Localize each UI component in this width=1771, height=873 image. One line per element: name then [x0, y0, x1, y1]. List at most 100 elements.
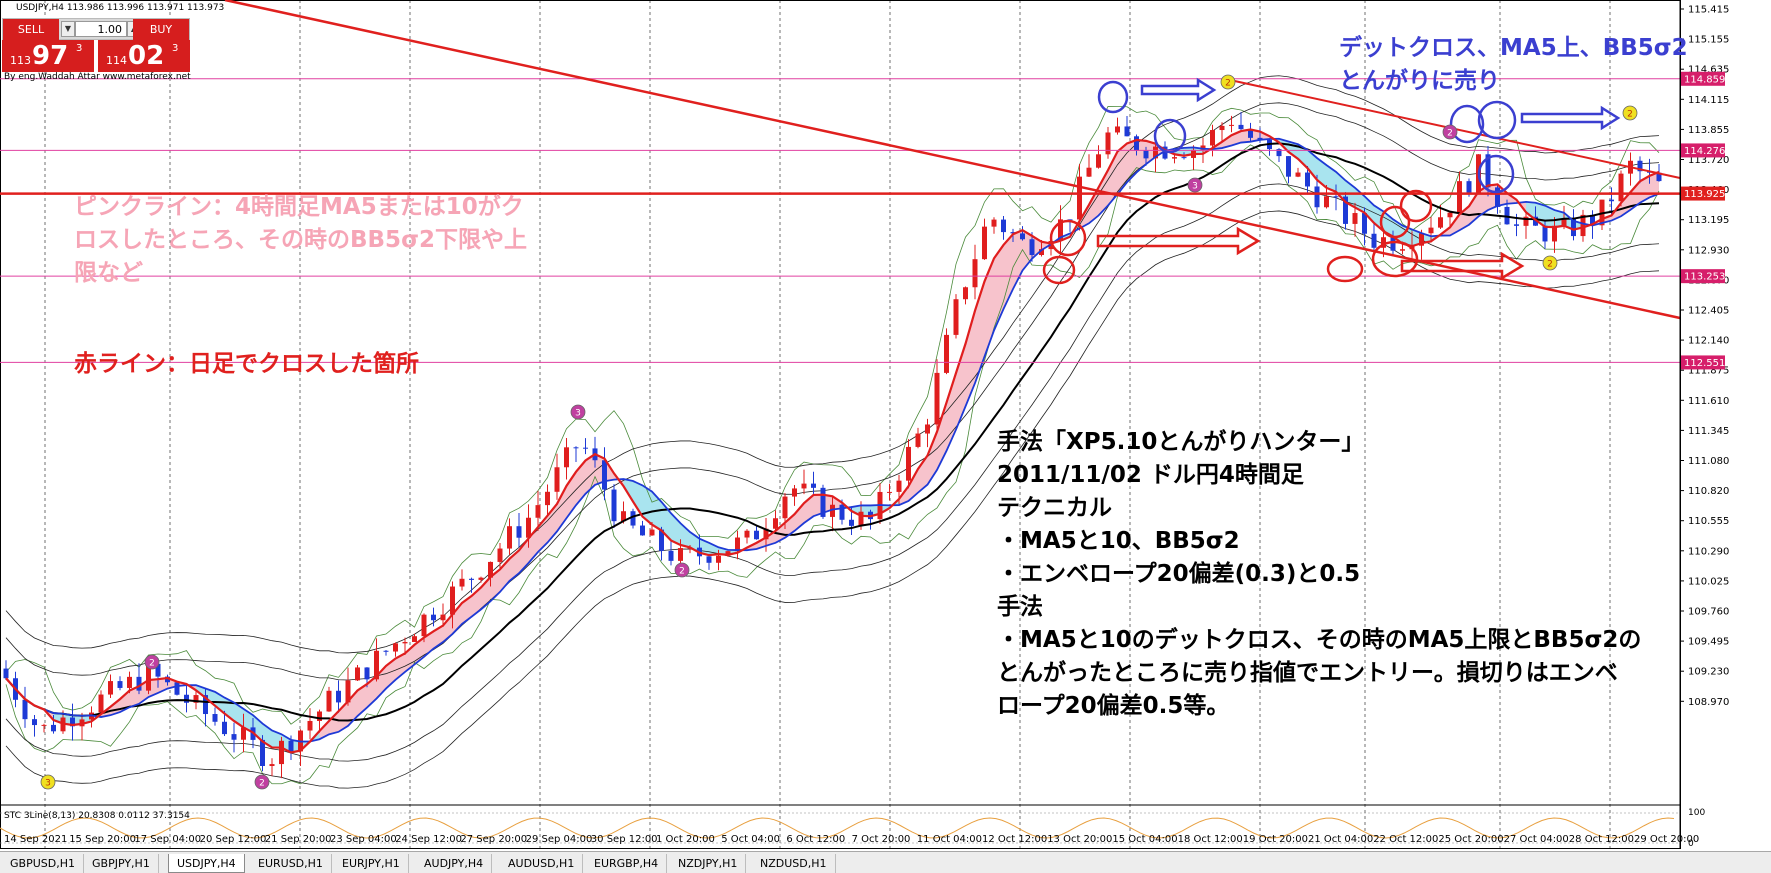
buy-button[interactable]: BUY	[133, 19, 189, 41]
candle-body	[431, 614, 436, 621]
tab-eurjpy-h1[interactable]: EURJPY,H1	[334, 854, 409, 873]
tab-gbpusd-h1[interactable]: GBPUSD,H1	[2, 854, 84, 873]
price-tick-label: 110.025	[1688, 576, 1729, 587]
candle-body	[1248, 129, 1253, 138]
candle-body	[193, 695, 199, 703]
candle-body	[507, 526, 512, 549]
time-tick-label: 24 Sep 12:00	[395, 834, 462, 845]
candle-body	[212, 714, 218, 722]
bb-upper-line	[5, 105, 1660, 725]
marker-circle	[1442, 124, 1458, 140]
method-note-line: ・MA5と10のデットクロス、その時のMA5上限とBB5σ2の	[997, 627, 1642, 653]
sell-price[interactable]: 113 97 3	[2, 40, 94, 72]
candle-body	[1305, 172, 1310, 187]
red-arrow	[1096, 226, 1261, 256]
tab-eurusd-h1[interactable]: EURUSD,H1	[250, 854, 332, 873]
price-tick-label: 114.635	[1688, 65, 1729, 76]
candle-body	[887, 491, 892, 493]
ma-fill-segment	[642, 485, 652, 525]
tab-nzdusd-h1[interactable]: NZDUSD,H1	[752, 854, 836, 873]
time-tick-label: 13 Oct 20:00	[1047, 834, 1112, 845]
candle-body	[383, 650, 389, 652]
candle-body	[41, 724, 47, 726]
candle-body	[222, 721, 227, 735]
blue-circle	[1449, 104, 1485, 144]
candle-body	[1058, 219, 1063, 241]
lot-size-input[interactable]: 1.00	[75, 21, 127, 37]
ma-fill-segment	[994, 244, 1004, 331]
candle-body	[621, 511, 626, 522]
time-tick-label: 27 Sep 20:00	[460, 834, 527, 845]
candle-body	[364, 667, 370, 680]
candle-body	[1001, 219, 1006, 233]
tab-audusd-h1[interactable]: AUDUSD,H1	[500, 854, 584, 873]
method-note-line: ・MA5と10、BB5σ2	[997, 528, 1240, 554]
buy-price[interactable]: 114 02 3	[98, 40, 190, 72]
ma-fill-segment	[1630, 181, 1640, 210]
ma-fill-segment	[129, 686, 139, 708]
ma-fill-segment	[956, 343, 966, 430]
time-tick-label: 11 Oct 04:00	[917, 834, 982, 845]
candle-body	[896, 480, 902, 492]
numbered-marker: 2	[1220, 74, 1236, 90]
ma-fill-segment	[918, 455, 928, 493]
ma-fill-segment	[927, 431, 937, 485]
marker-circle	[570, 404, 586, 420]
time-tick-label: 21 Sep 20:00	[265, 834, 332, 845]
candle-body	[849, 519, 854, 526]
marker-label: 3	[45, 779, 51, 789]
red-circle	[1042, 255, 1076, 285]
tab-usdjpy-h4[interactable]: USDJPY,H4	[168, 854, 245, 873]
marker-circle	[674, 562, 690, 578]
candle-body	[146, 663, 151, 691]
price-tick-label: 115.155	[1688, 35, 1729, 46]
marker-circle	[254, 774, 270, 790]
marker-label: 3	[1192, 182, 1198, 192]
ma-fill-segment	[766, 530, 776, 546]
candle-body	[1637, 160, 1643, 172]
candle-body	[1352, 213, 1358, 224]
candle-body	[1390, 237, 1396, 251]
marker-label: 2	[679, 567, 685, 577]
candle-body	[1457, 181, 1462, 213]
candle-body	[174, 682, 180, 695]
candle-body	[1238, 124, 1244, 130]
sell-button[interactable]: SELL	[3, 19, 59, 41]
candle-body	[1153, 146, 1158, 159]
marker-label: 2	[149, 659, 155, 669]
sell-price-big: 97	[32, 41, 69, 71]
candle-body	[1362, 213, 1367, 234]
one-click-trading-panel: SELL ▼ 1.00 ▲ BUY 113 97 3 114 02 3	[2, 18, 190, 78]
tab-eurgbp-h4[interactable]: EURGBP,H4	[586, 854, 668, 873]
candle-body	[317, 711, 322, 721]
price-tick-label: 110.820	[1688, 486, 1729, 497]
lot-decrease-icon[interactable]: ▼	[61, 21, 75, 37]
numbered-marker: 2	[1542, 255, 1558, 271]
candle-body	[602, 460, 607, 490]
candle-body	[3, 668, 9, 679]
candle-body	[1542, 225, 1548, 242]
candle-body	[1229, 124, 1234, 126]
candle-body	[535, 505, 541, 518]
price-tag-label: 113.925	[1684, 189, 1725, 200]
ma-fill-segment	[775, 522, 785, 543]
candle-body	[991, 219, 997, 227]
candle-body	[336, 690, 341, 703]
stc-line	[0, 817, 1675, 839]
candle-body	[763, 528, 769, 540]
numbered-marker: 2	[254, 774, 270, 790]
candle-body	[393, 643, 398, 652]
candle-body	[1181, 157, 1187, 159]
time-tick-label: 15 Oct 04:00	[1112, 834, 1177, 845]
candle-body	[1552, 225, 1557, 242]
candle-body	[1200, 145, 1206, 150]
ma-fill-segment	[1089, 187, 1099, 224]
candle-body	[564, 447, 569, 468]
candle-body	[1172, 157, 1177, 159]
candle-body	[773, 518, 778, 529]
tab-audjpy-h4[interactable]: AUDJPY,H4	[416, 854, 493, 873]
tab-nzdjpy-h1[interactable]: NZDJPY,H1	[670, 854, 747, 873]
method-note-line: ロープ20偏差0.5等。	[997, 693, 1230, 719]
tab-gbpjpy-h1[interactable]: GBPJPY,H1	[84, 854, 159, 873]
